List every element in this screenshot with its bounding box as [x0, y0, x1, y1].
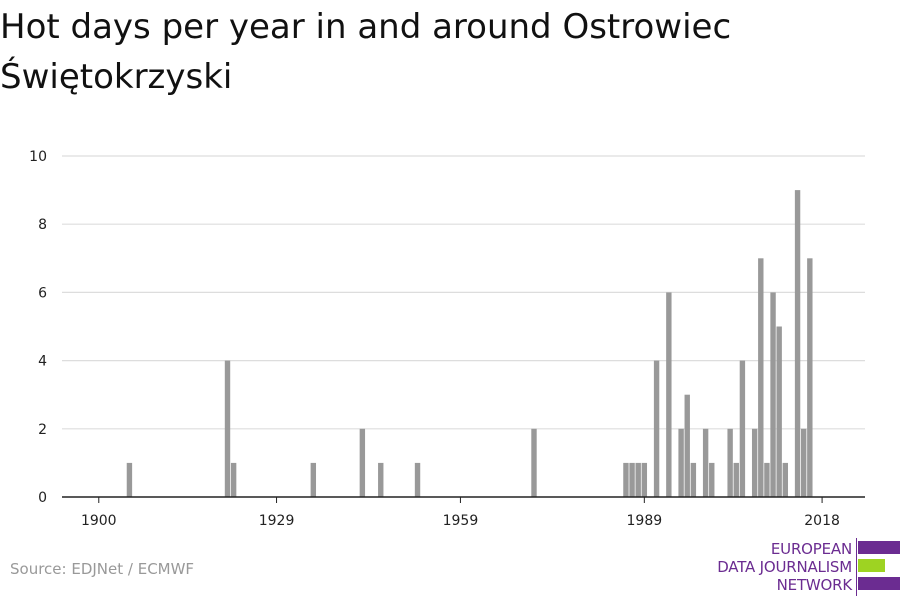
logo-text-network: NETWORK: [776, 576, 853, 594]
bar-1989: [641, 462, 648, 497]
x-tick-label: 2018: [804, 513, 840, 529]
bar-1996: [684, 394, 690, 497]
bar-2014: [794, 190, 801, 497]
bar-1999: [702, 428, 709, 497]
bar-2008: [758, 258, 764, 497]
bar-2009: [764, 462, 770, 497]
bar-1922: [230, 462, 237, 497]
bar-1988: [635, 462, 641, 497]
gridlines: [62, 155, 865, 430]
bar-2011: [776, 326, 782, 497]
bar-2015: [801, 428, 807, 497]
logo-bar-middle: [858, 559, 885, 572]
chart-title: Hot days per year in and around Ostrowie…: [0, 7, 732, 97]
bar-1991: [653, 360, 660, 497]
bar-1946: [378, 462, 384, 497]
source-note: Source: EDJNet / ECMWF: [10, 560, 195, 578]
x-tick-label: 1929: [259, 513, 295, 529]
bar-2003: [727, 428, 733, 497]
bar-2012: [782, 462, 789, 497]
y-tick-label: 4: [38, 354, 47, 370]
y-tick-label: 0: [38, 490, 47, 506]
bar-2004: [733, 462, 739, 497]
bar-2000: [709, 462, 715, 497]
bar-2016: [807, 258, 813, 497]
edjnet-logo: EUROPEAN DATA JOURNALISM NETWORK: [700, 538, 900, 598]
bar-1952: [414, 462, 421, 497]
x-tick-label: 1900: [81, 513, 117, 529]
y-tick-label: 8: [38, 217, 47, 233]
logo-text-data-journalism: DATA JOURNALISM: [717, 558, 852, 576]
bar-1943: [359, 428, 366, 497]
y-tick-label: 10: [29, 149, 47, 165]
bar-1935: [310, 462, 317, 497]
logo-bar-top: [858, 541, 900, 554]
bar-1987: [629, 462, 635, 497]
y-tick-label: 6: [38, 285, 47, 301]
logo-divider: [856, 538, 857, 596]
bar-1921: [224, 360, 231, 497]
logo-text-european: EUROPEAN: [770, 540, 852, 558]
bars: [126, 190, 813, 497]
bar-1905: [126, 462, 133, 497]
bar-2005: [739, 360, 746, 497]
bar-2010: [770, 292, 776, 497]
bar-1997: [690, 462, 697, 497]
y-tick-labels: 0 2 4 6 8 10: [29, 149, 47, 506]
bar-1995: [678, 428, 684, 497]
x-tick-label: 1989: [627, 513, 663, 529]
bar-2007: [751, 428, 758, 497]
y-tick-label: 2: [38, 422, 47, 438]
x-tick-labels: 1900 1929 1959 1989 2018: [81, 497, 840, 529]
logo-bar-bottom: [858, 577, 900, 590]
x-tick-label: 1959: [443, 513, 479, 529]
bar-1986: [623, 462, 629, 497]
bar-1993: [666, 292, 672, 497]
bar-1971: [531, 428, 537, 497]
